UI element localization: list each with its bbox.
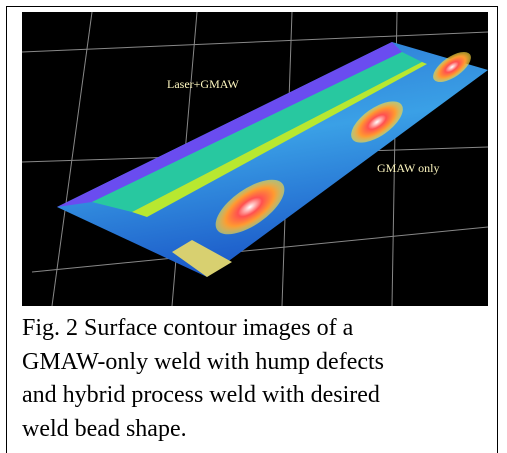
- caption-line: weld bead shape.: [22, 413, 384, 447]
- image-label: Laser+GMAW: [167, 77, 239, 91]
- caption-line: and hybrid process weld with desired: [22, 379, 384, 413]
- caption-line: GMAW-only weld with hump defects: [22, 346, 384, 380]
- image-label: GMAW only: [377, 161, 439, 175]
- page: Laser+GMAW GMAW only Fig. 2 Surface cont…: [0, 0, 507, 453]
- caption-line: Fig. 2 Surface contour images of a: [22, 312, 384, 346]
- surface-image: Laser+GMAW GMAW only: [22, 12, 488, 306]
